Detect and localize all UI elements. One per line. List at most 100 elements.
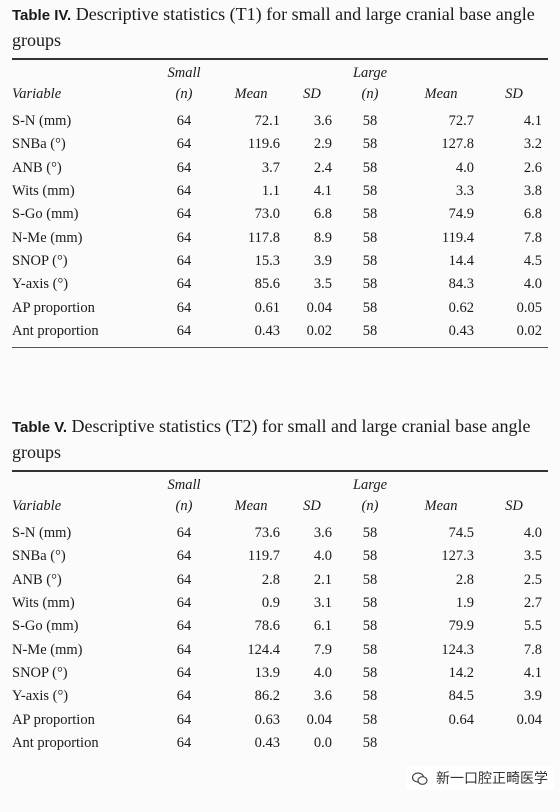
mean-cell: 3.3 bbox=[455, 183, 474, 200]
mean-cell: 13.9 bbox=[254, 664, 280, 681]
table-v-top-rule bbox=[12, 470, 548, 472]
n-header: (n) bbox=[175, 497, 193, 514]
mean-header: Mean bbox=[424, 497, 458, 514]
mean-cell: 0.43 bbox=[448, 322, 474, 339]
mean-cell: 2.8 bbox=[455, 571, 474, 588]
large-group-header: Large bbox=[352, 477, 388, 493]
sd-cell: 3.6 bbox=[313, 113, 332, 130]
variable-cell: ANB (°) bbox=[12, 159, 62, 176]
sd-cell: 7.8 bbox=[523, 229, 542, 246]
variable-header: Variable bbox=[12, 85, 62, 102]
sd-cell: 2.9 bbox=[313, 136, 332, 153]
variable-cell: N-Me (mm) bbox=[12, 641, 83, 658]
mean-header: Mean bbox=[234, 497, 268, 514]
variable-cell: S-N (mm) bbox=[12, 113, 72, 130]
table-iv-block: Table IV. Descriptive statistics (T1) fo… bbox=[12, 0, 548, 378]
table-row: SNOP (°) 64 15.3 3.9 58 14.4 4.5 bbox=[12, 250, 548, 273]
sd-cell: 4.0 bbox=[523, 525, 542, 542]
mean-cell: 14.2 bbox=[448, 664, 474, 681]
mean-cell: 84.3 bbox=[448, 276, 474, 293]
table-row: S-N (mm) 64 72.1 3.6 58 72.7 4.1 bbox=[12, 106, 548, 133]
n-cell: 64 bbox=[176, 711, 192, 728]
sd-cell: 3.6 bbox=[313, 688, 332, 705]
mean-cell: 0.61 bbox=[254, 299, 280, 316]
mean-cell: 0.63 bbox=[254, 711, 280, 728]
sd-cell: 4.0 bbox=[523, 276, 542, 293]
wechat-icon bbox=[412, 772, 428, 786]
mean-cell: 4.0 bbox=[455, 159, 474, 176]
mean-cell: 119.7 bbox=[247, 548, 280, 565]
variable-cell: Wits (mm) bbox=[12, 595, 75, 612]
n-cell: 58 bbox=[362, 641, 378, 658]
sd-cell: 4.1 bbox=[523, 113, 542, 130]
table-row: AP proportion 64 0.61 0.04 58 0.62 0.05 bbox=[12, 296, 548, 319]
n-header: (n) bbox=[361, 85, 379, 102]
sd-cell: 0.0 bbox=[313, 734, 332, 751]
mean-cell: 74.5 bbox=[448, 525, 474, 542]
table-row: Wits (mm) 64 1.1 4.1 58 3.3 3.8 bbox=[12, 180, 548, 203]
sd-cell: 0.05 bbox=[516, 299, 542, 316]
n-cell: 64 bbox=[176, 183, 192, 200]
mean-cell: 127.3 bbox=[441, 548, 474, 565]
variable-cell: Ant proportion bbox=[12, 322, 99, 339]
mean-cell: 0.9 bbox=[261, 595, 280, 612]
table-row: S-N (mm) 64 73.6 3.6 58 74.5 4.0 bbox=[12, 518, 548, 545]
sd-cell: 2.1 bbox=[313, 571, 332, 588]
n-cell: 58 bbox=[362, 206, 378, 223]
table-row: Ant proportion 64 0.43 0.0 58 bbox=[12, 732, 548, 755]
variable-cell: Wits (mm) bbox=[12, 183, 75, 200]
sd-cell bbox=[480, 732, 548, 755]
sd-cell: 7.9 bbox=[313, 641, 332, 658]
n-cell: 58 bbox=[362, 734, 378, 751]
table-v-title: Descriptive statistics (T2) for small an… bbox=[12, 416, 531, 462]
table-iv-caption: Table IV. Descriptive statistics (T1) fo… bbox=[12, 0, 548, 52]
mean-cell: 14.4 bbox=[448, 252, 474, 269]
sd-cell: 0.04 bbox=[306, 299, 332, 316]
sd-cell: 3.9 bbox=[313, 252, 332, 269]
mean-cell bbox=[402, 732, 480, 755]
variable-cell: S-Go (mm) bbox=[12, 206, 79, 223]
n-cell: 64 bbox=[176, 229, 192, 246]
table-v: Small Large Variable (n) Mean SD (n) Mea… bbox=[12, 472, 548, 755]
mean-cell: 78.6 bbox=[254, 618, 280, 635]
mean-cell: 0.64 bbox=[448, 711, 474, 728]
n-cell: 64 bbox=[176, 641, 192, 658]
sd-cell: 3.2 bbox=[523, 136, 542, 153]
table-row: SNBa (°) 64 119.7 4.0 58 127.3 3.5 bbox=[12, 545, 548, 568]
variable-cell: S-N (mm) bbox=[12, 525, 72, 542]
page: Table IV. Descriptive statistics (T1) fo… bbox=[12, 0, 548, 755]
variable-cell: N-Me (mm) bbox=[12, 229, 83, 246]
sd-cell: 3.5 bbox=[523, 548, 542, 565]
table-v-caption: Table V. Descriptive statistics (T2) for… bbox=[12, 412, 548, 464]
table-row: SNBa (°) 64 119.6 2.9 58 127.8 3.2 bbox=[12, 133, 548, 156]
table-v-block: Table V. Descriptive statistics (T2) for… bbox=[12, 412, 548, 755]
n-cell: 64 bbox=[176, 571, 192, 588]
mean-cell: 84.5 bbox=[448, 688, 474, 705]
variable-cell: SNBa (°) bbox=[12, 548, 66, 565]
table-v-label: Table V. bbox=[12, 419, 68, 436]
table-row: SNOP (°) 64 13.9 4.0 58 14.2 4.1 bbox=[12, 662, 548, 685]
n-cell: 64 bbox=[176, 734, 192, 751]
n-cell: 64 bbox=[176, 618, 192, 635]
table-row: N-Me (mm) 64 124.4 7.9 58 124.3 7.8 bbox=[12, 638, 548, 661]
mean-cell: 1.9 bbox=[455, 595, 474, 612]
table-iv-top-rule bbox=[12, 58, 548, 60]
sd-cell: 2.6 bbox=[523, 159, 542, 176]
mean-cell: 73.6 bbox=[254, 525, 280, 542]
mean-cell: 119.4 bbox=[441, 229, 474, 246]
sd-cell: 6.1 bbox=[313, 618, 332, 635]
variable-cell: SNOP (°) bbox=[12, 252, 68, 269]
sd-cell: 4.0 bbox=[313, 664, 332, 681]
sd-cell: 4.1 bbox=[523, 664, 542, 681]
n-cell: 64 bbox=[176, 252, 192, 269]
table-row: S-Go (mm) 64 73.0 6.8 58 74.9 6.8 bbox=[12, 203, 548, 226]
n-cell: 58 bbox=[362, 113, 378, 130]
n-cell: 64 bbox=[176, 595, 192, 612]
n-header: (n) bbox=[361, 497, 379, 514]
n-cell: 64 bbox=[176, 206, 192, 223]
table-iv-bottom-rule bbox=[12, 346, 548, 348]
n-cell: 58 bbox=[362, 525, 378, 542]
sd-cell: 6.8 bbox=[523, 206, 542, 223]
sd-cell: 4.0 bbox=[313, 548, 332, 565]
variable-cell: SNBa (°) bbox=[12, 136, 66, 153]
